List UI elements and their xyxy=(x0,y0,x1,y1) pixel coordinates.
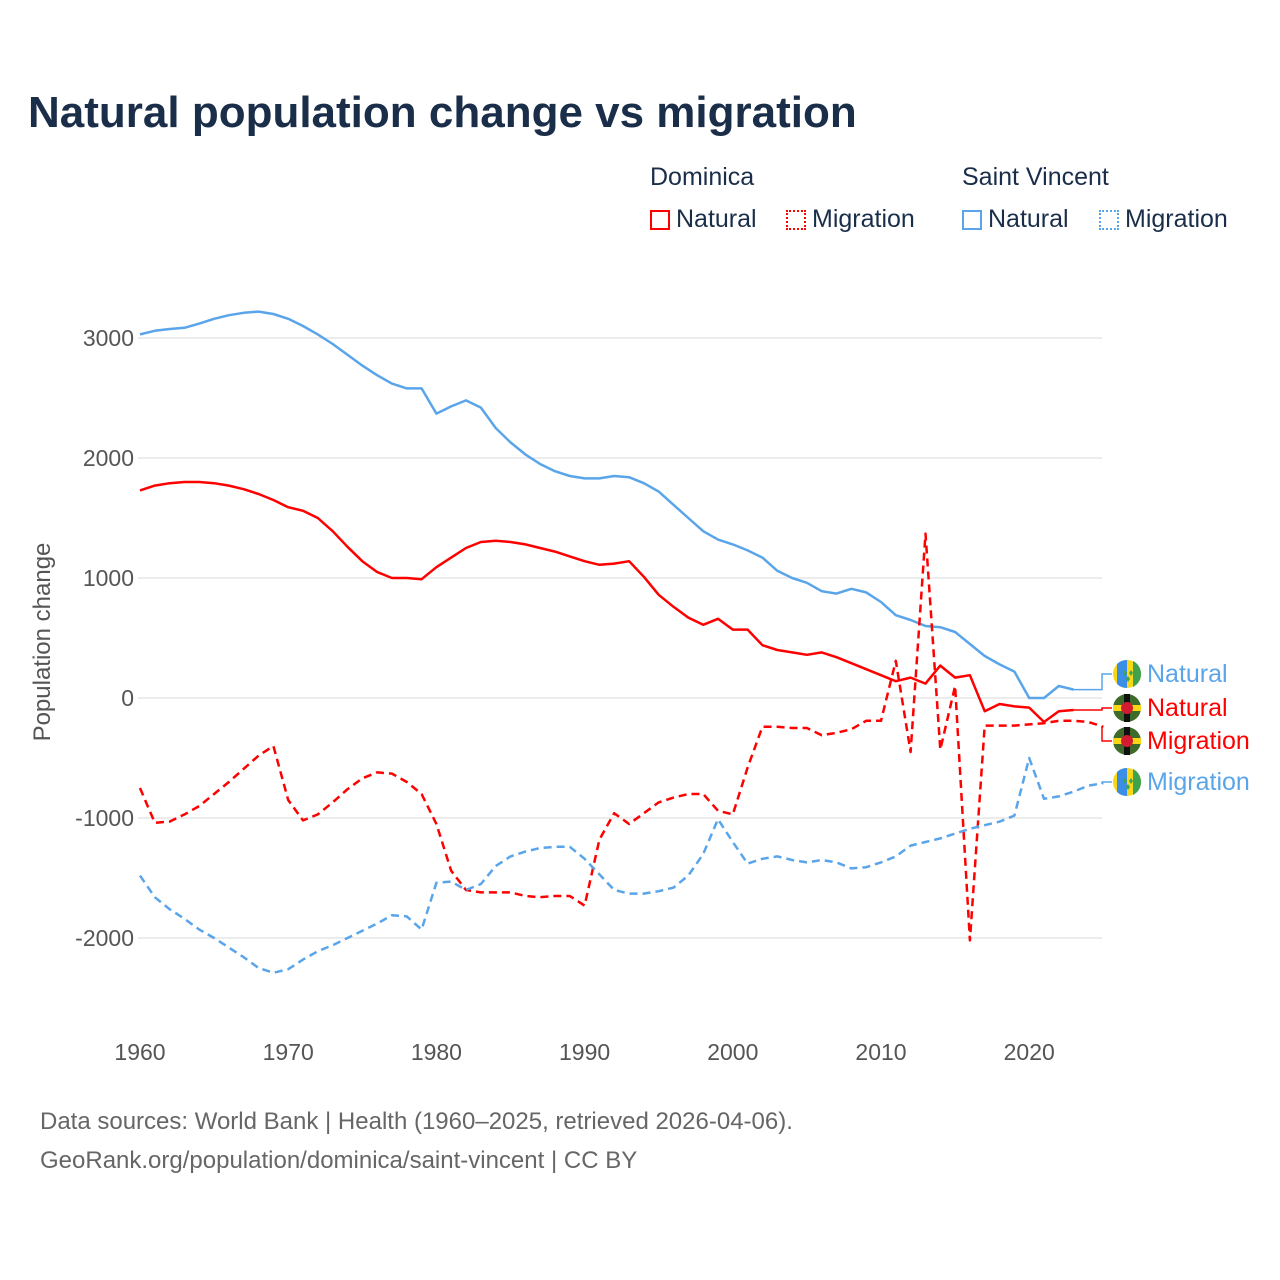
x-tick-label: 1990 xyxy=(559,1039,610,1065)
saint-vincent-flag-icon xyxy=(1113,767,1142,797)
dominica-flag-icon xyxy=(1113,694,1141,722)
series-line-dominica-migration xyxy=(138,532,1104,942)
chart-title: Natural population change vs migration xyxy=(28,88,857,137)
y-tick-label: 3000 xyxy=(83,325,134,351)
label-connector xyxy=(1073,673,1112,691)
dominica-flag-icon xyxy=(1113,727,1141,755)
legend-swatch-dotted-blue xyxy=(1099,209,1119,230)
x-tick-label: 2000 xyxy=(707,1039,758,1065)
legend-swatch-dotted-red xyxy=(786,209,806,230)
legend-item-saint-vincent-migration[interactable]: Migration xyxy=(1099,205,1228,234)
end-label: Natural xyxy=(1147,694,1228,722)
legend-label: Migration xyxy=(1125,205,1228,233)
y-tick-label: 0 xyxy=(121,685,134,711)
y-tick-label: -2000 xyxy=(75,925,134,951)
legend-item-dominica-natural[interactable]: Natural xyxy=(650,205,757,234)
legend-label: Natural xyxy=(988,205,1069,233)
series-line-dominica-natural xyxy=(139,480,1074,724)
end-label: Migration xyxy=(1147,768,1250,796)
end-label: Natural xyxy=(1147,660,1228,688)
source-line-2[interactable]: GeoRank.org/population/dominica/saint-vi… xyxy=(40,1147,638,1174)
y-tick-label: 1000 xyxy=(83,565,134,591)
y-axis-title: Population change xyxy=(29,543,56,742)
source-line-1: Data sources: World Bank | Health (1960–… xyxy=(40,1108,793,1135)
x-tick-label: 1980 xyxy=(411,1039,462,1065)
series-line-saint-vincent-natural xyxy=(139,310,1074,700)
legend-group-dominica: Dominica xyxy=(650,163,755,191)
legend-swatch-solid-blue xyxy=(962,209,982,230)
y-tick-label: -1000 xyxy=(75,805,134,831)
end-label: Migration xyxy=(1147,727,1250,755)
label-connector xyxy=(1101,781,1112,784)
legend-swatch-solid-red xyxy=(650,209,670,230)
x-tick-label: 1960 xyxy=(114,1039,165,1065)
legend-label: Natural xyxy=(676,205,757,233)
x-tick-label: 2010 xyxy=(855,1039,906,1065)
y-tick-label: 2000 xyxy=(83,445,134,471)
legend-item-saint-vincent-natural[interactable]: Natural xyxy=(962,205,1069,234)
legend-group-saint-vincent: Saint Vincent xyxy=(962,163,1109,191)
label-connector xyxy=(1073,707,1112,711)
x-tick-label: 1970 xyxy=(263,1039,314,1065)
series-line-saint-vincent-migration xyxy=(138,756,1104,975)
x-tick-label: 2020 xyxy=(1004,1039,1055,1065)
legend-item-dominica-migration[interactable]: Migration xyxy=(786,205,915,234)
saint-vincent-flag-icon xyxy=(1113,659,1142,689)
legend-label: Migration xyxy=(812,205,915,233)
label-connector xyxy=(1101,726,1112,742)
